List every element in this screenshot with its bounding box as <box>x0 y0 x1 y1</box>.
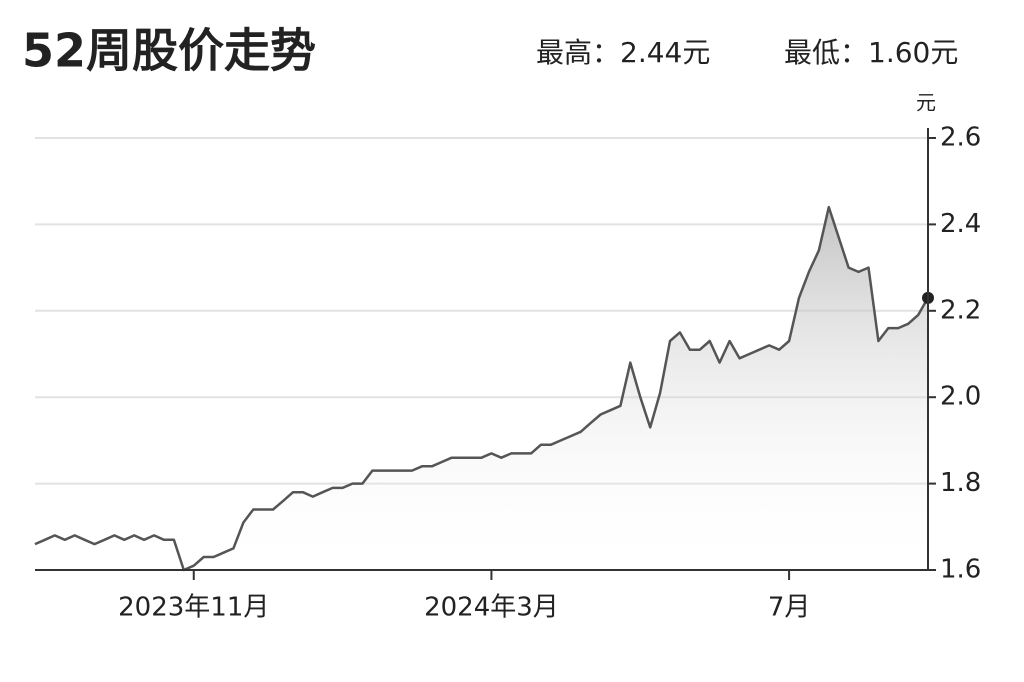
y-tick-label: 2.2 <box>940 295 981 325</box>
y-tick-label: 2.0 <box>940 382 981 412</box>
y-tick-label: 1.8 <box>940 468 981 498</box>
x-tick-label: 2024年3月 <box>424 593 559 623</box>
x-tick-label: 7月 <box>768 593 811 623</box>
y-tick-label: 2.6 <box>940 123 981 153</box>
area <box>35 207 928 570</box>
y-unit: 元 <box>916 91 936 115</box>
high-label: 最高：2.44元 <box>536 36 710 69</box>
low-label: 最低：1.60元 <box>784 36 958 69</box>
y-tick-label: 1.6 <box>940 555 981 585</box>
chart-title: 52周股价走势 <box>22 24 316 78</box>
x-tick-label: 2023年11月 <box>118 593 269 623</box>
y-tick-label: 2.4 <box>940 209 981 239</box>
